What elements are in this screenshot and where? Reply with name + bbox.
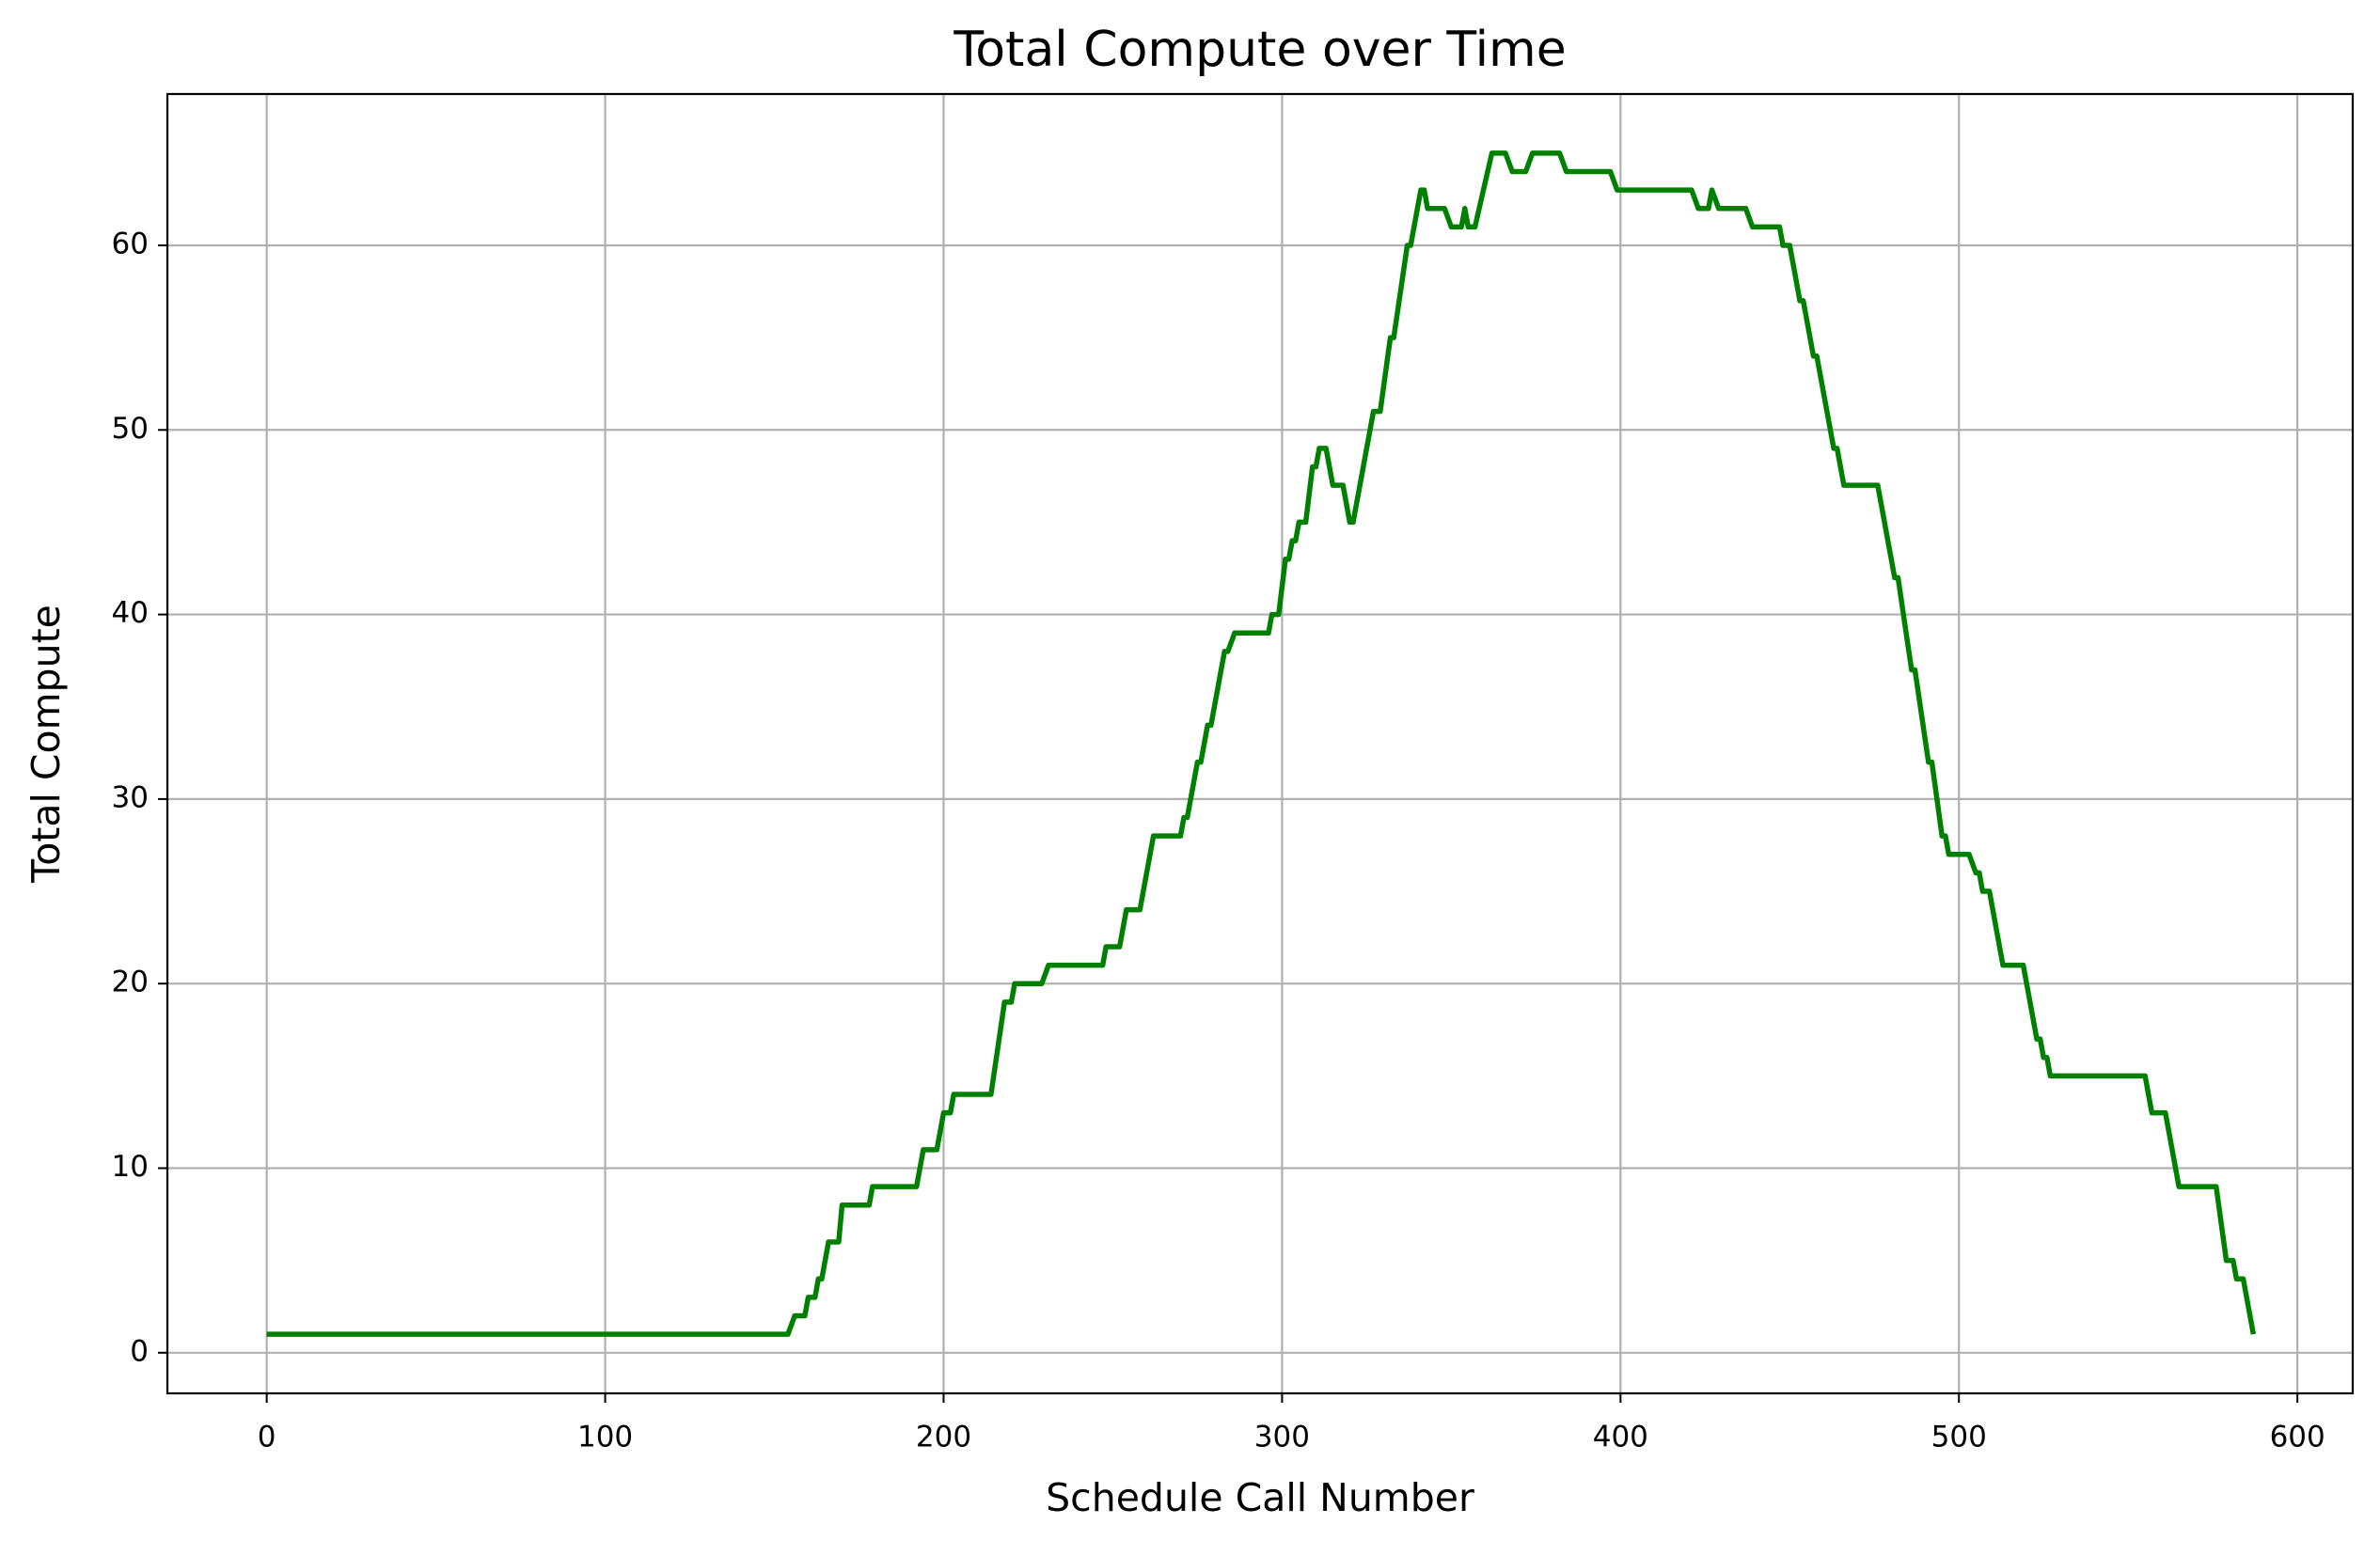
x-tick-label: 200	[916, 1421, 971, 1454]
chart-title: Total Compute over Time	[953, 22, 1566, 78]
x-axis-label: Schedule Call Number	[1046, 1475, 1474, 1520]
plot-frame	[165, 92, 2355, 1395]
y-axis-label: Total Compute	[24, 605, 69, 884]
y-tick-label: 10	[112, 1150, 149, 1184]
y-tick-label: 40	[112, 596, 149, 630]
y-tick-label: 0	[130, 1334, 149, 1368]
x-tick-label: 400	[1593, 1421, 1648, 1454]
x-tick-label: 100	[577, 1421, 633, 1454]
data-line	[266, 150, 2257, 1337]
x-tick-label: 0	[258, 1421, 276, 1454]
y-tick-label: 30	[112, 780, 149, 814]
y-tick-label: 60	[112, 227, 149, 260]
x-tick-label: 300	[1254, 1421, 1310, 1454]
x-tick-label: 500	[1931, 1421, 1987, 1454]
x-tick-label: 600	[2270, 1421, 2325, 1454]
y-tick-label: 50	[112, 412, 149, 446]
y-tick-label: 20	[112, 966, 149, 999]
